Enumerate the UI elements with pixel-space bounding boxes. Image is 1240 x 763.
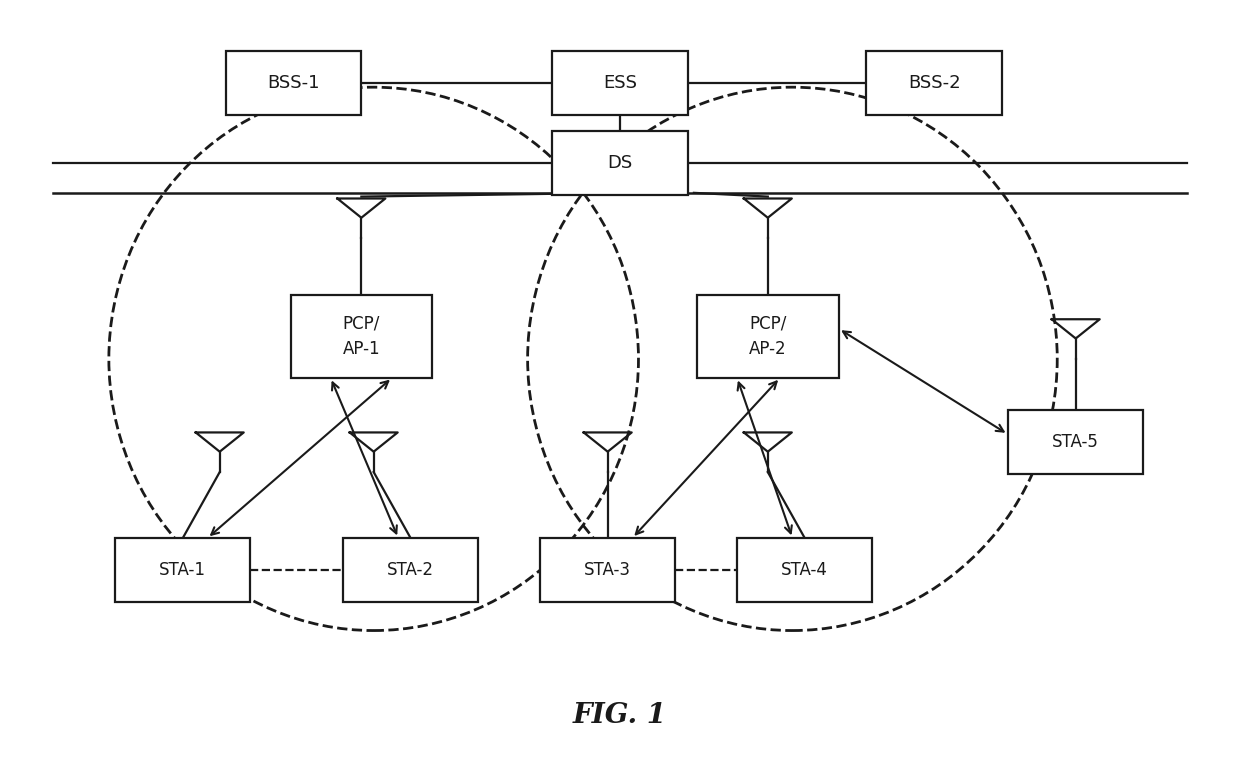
FancyBboxPatch shape xyxy=(737,538,873,602)
FancyBboxPatch shape xyxy=(343,538,479,602)
FancyBboxPatch shape xyxy=(552,51,688,115)
FancyBboxPatch shape xyxy=(867,51,1002,115)
FancyBboxPatch shape xyxy=(226,51,361,115)
Text: STA-2: STA-2 xyxy=(387,561,434,579)
FancyBboxPatch shape xyxy=(115,538,250,602)
Text: FIG. 1: FIG. 1 xyxy=(573,702,667,729)
Text: BSS-1: BSS-1 xyxy=(268,75,320,92)
Text: ESS: ESS xyxy=(603,75,637,92)
Text: BSS-2: BSS-2 xyxy=(908,75,961,92)
Text: DS: DS xyxy=(608,153,632,172)
Text: STA-3: STA-3 xyxy=(584,561,631,579)
FancyBboxPatch shape xyxy=(539,538,676,602)
FancyBboxPatch shape xyxy=(1008,410,1143,474)
Text: PCP/
AP-1: PCP/ AP-1 xyxy=(342,314,381,358)
Text: STA-5: STA-5 xyxy=(1053,433,1099,451)
FancyBboxPatch shape xyxy=(697,295,838,378)
FancyBboxPatch shape xyxy=(290,295,433,378)
Text: STA-1: STA-1 xyxy=(159,561,206,579)
Text: PCP/
AP-2: PCP/ AP-2 xyxy=(749,314,786,358)
FancyBboxPatch shape xyxy=(552,130,688,195)
Text: STA-4: STA-4 xyxy=(781,561,828,579)
